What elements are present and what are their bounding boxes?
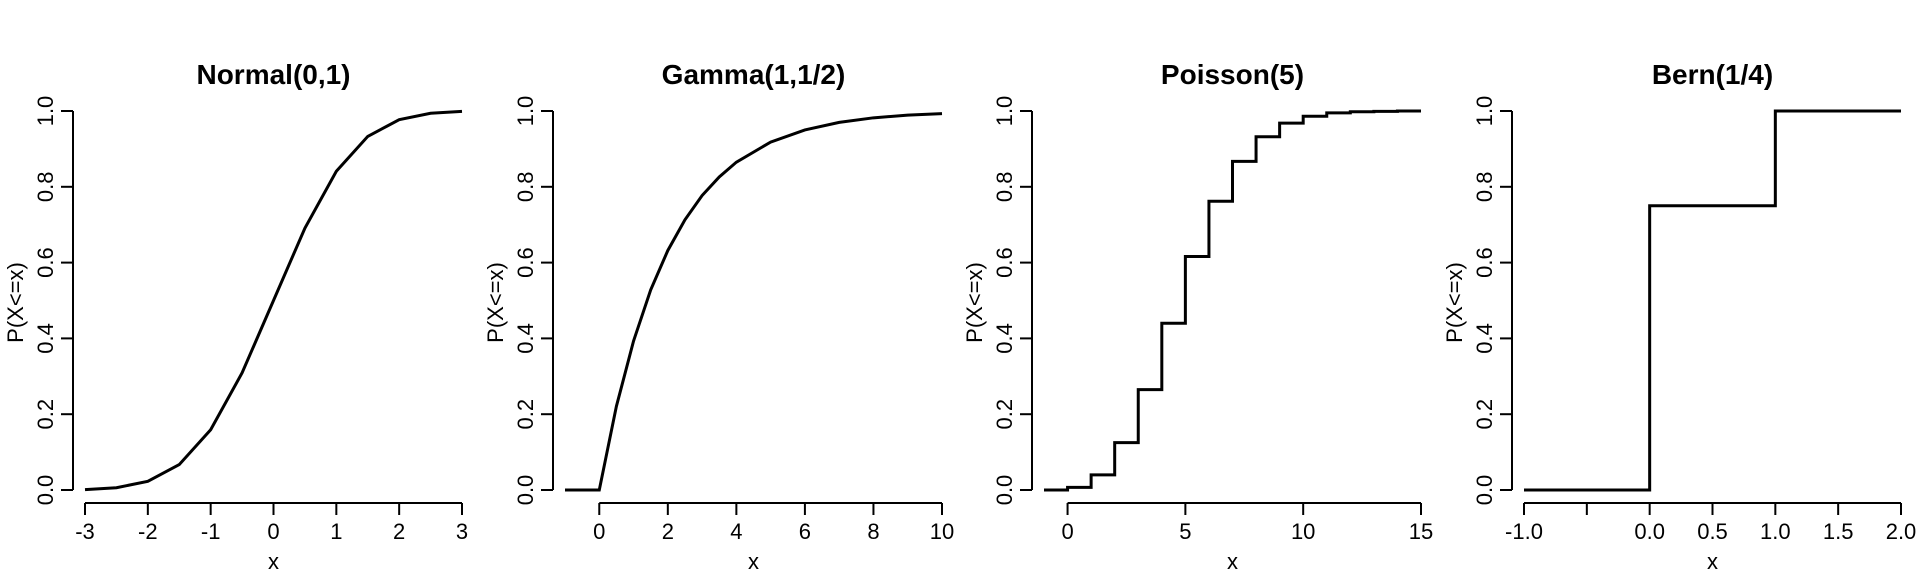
y-tick-label: 0.0 bbox=[992, 475, 1017, 506]
panel-title: Gamma(1,1/2) bbox=[662, 59, 846, 90]
y-tick-label: 1.0 bbox=[1472, 96, 1497, 127]
x-tick-label: 5 bbox=[1179, 519, 1191, 544]
cdf-curve bbox=[565, 112, 943, 492]
x-axis-label: x bbox=[1227, 549, 1238, 574]
panel-title: Normal(0,1) bbox=[196, 59, 350, 90]
x-tick-label: 8 bbox=[867, 519, 879, 544]
panel-title: Bern(1/4) bbox=[1652, 59, 1773, 90]
y-tick-label: 0.8 bbox=[33, 172, 58, 203]
x-tick-label: 0 bbox=[593, 519, 605, 544]
y-tick-label: 0.8 bbox=[513, 172, 538, 203]
y-axis-label: P(X<=x) bbox=[3, 262, 28, 343]
x-tick-label: 0.0 bbox=[1634, 519, 1665, 544]
x-tick-label: 2 bbox=[393, 519, 405, 544]
y-tick-label: 0.6 bbox=[992, 247, 1017, 278]
x-tick-label: -2 bbox=[138, 519, 158, 544]
x-axis-label: x bbox=[268, 549, 279, 574]
x-tick-label: 0 bbox=[267, 519, 279, 544]
y-tick-label: 0.4 bbox=[513, 323, 538, 354]
cdf-curve bbox=[84, 109, 463, 492]
y-tick-label: 0.2 bbox=[513, 399, 538, 430]
cdf-curve bbox=[1044, 109, 1421, 492]
x-tick-label: 10 bbox=[1291, 519, 1315, 544]
x-tick-label: -1.0 bbox=[1505, 519, 1543, 544]
x-tick-label: 2 bbox=[662, 519, 674, 544]
y-tick-label: 1.0 bbox=[513, 96, 538, 127]
y-tick-label: 0.0 bbox=[513, 475, 538, 506]
y-tick-label: 0.0 bbox=[33, 475, 58, 506]
x-tick-label: 15 bbox=[1409, 519, 1433, 544]
x-tick-label: 1.0 bbox=[1760, 519, 1791, 544]
x-tick-label: 4 bbox=[730, 519, 742, 544]
y-tick-label: 1.0 bbox=[33, 96, 58, 127]
y-tick-label: 0.4 bbox=[1472, 323, 1497, 354]
y-tick-label: 0.6 bbox=[1472, 247, 1497, 278]
y-tick-label: 0.2 bbox=[992, 399, 1017, 430]
y-axis-label: P(X<=x) bbox=[962, 262, 987, 343]
y-tick-label: 0.2 bbox=[1472, 399, 1497, 430]
x-tick-label: 10 bbox=[930, 519, 954, 544]
y-axis-label: P(X<=x) bbox=[1442, 262, 1467, 343]
y-tick-label: 0.4 bbox=[992, 323, 1017, 354]
cdf-curve bbox=[1524, 109, 1901, 492]
y-tick-label: 0.6 bbox=[33, 247, 58, 278]
y-tick-label: 0.4 bbox=[33, 323, 58, 354]
x-tick-label: 1.5 bbox=[1823, 519, 1854, 544]
x-tick-label: 0.5 bbox=[1697, 519, 1728, 544]
y-tick-label: 1.0 bbox=[992, 96, 1017, 127]
x-tick-label: 2.0 bbox=[1886, 519, 1917, 544]
y-axis-label: P(X<=x) bbox=[483, 262, 508, 343]
x-tick-label: 6 bbox=[799, 519, 811, 544]
y-tick-label: 0.8 bbox=[1472, 172, 1497, 203]
x-tick-label: -1 bbox=[201, 519, 221, 544]
x-tick-label: 0 bbox=[1061, 519, 1073, 544]
y-tick-label: 0.6 bbox=[513, 247, 538, 278]
x-axis-label: x bbox=[1707, 549, 1718, 574]
x-axis-label: x bbox=[748, 549, 759, 574]
panel-title: Poisson(5) bbox=[1161, 59, 1304, 90]
x-tick-label: 3 bbox=[456, 519, 468, 544]
y-tick-label: 0.2 bbox=[33, 399, 58, 430]
y-tick-label: 0.0 bbox=[1472, 475, 1497, 506]
x-tick-label: -3 bbox=[75, 519, 95, 544]
x-tick-label: 1 bbox=[330, 519, 342, 544]
y-tick-label: 0.8 bbox=[992, 172, 1017, 203]
